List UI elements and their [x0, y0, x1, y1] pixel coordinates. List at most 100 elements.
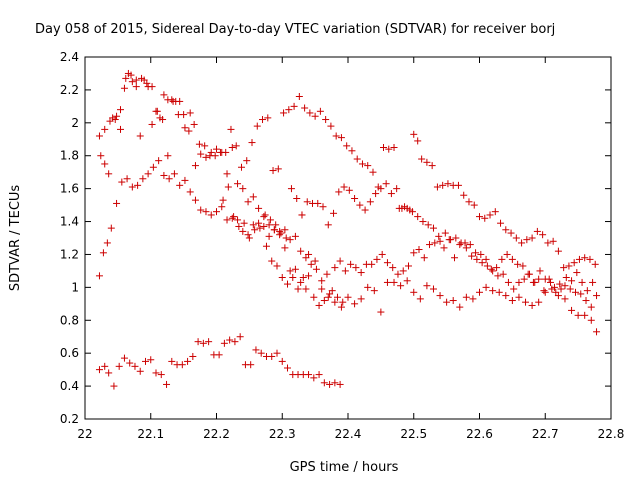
data-point	[528, 234, 536, 242]
data-point	[436, 292, 444, 300]
data-point	[535, 298, 543, 306]
data-point	[260, 222, 268, 230]
data-point	[273, 262, 281, 270]
data-point	[128, 78, 136, 86]
data-point	[236, 333, 244, 341]
data-point	[265, 221, 273, 229]
data-point	[235, 222, 243, 230]
data-point	[252, 346, 260, 354]
data-point	[541, 288, 549, 296]
data-point	[303, 198, 311, 206]
data-point	[244, 231, 252, 239]
data-point	[105, 170, 113, 178]
data-point	[324, 293, 332, 301]
data-point	[266, 216, 274, 224]
data-point	[452, 234, 460, 242]
y-tick-label: 2	[71, 116, 79, 130]
data-point	[320, 297, 328, 305]
data-point	[482, 255, 490, 263]
data-point	[305, 272, 313, 280]
data-point	[132, 76, 140, 84]
data-point	[589, 278, 597, 286]
data-point	[128, 183, 136, 191]
data-point	[591, 260, 599, 268]
y-axis-label: SDTVAR / TECUs	[8, 185, 23, 292]
data-point	[224, 183, 232, 191]
data-point	[518, 239, 526, 247]
data-point	[373, 255, 381, 263]
data-point	[507, 229, 515, 237]
data-point	[148, 120, 156, 128]
data-point	[244, 198, 252, 206]
data-point	[110, 382, 118, 390]
x-tick-label: 22.4	[335, 427, 362, 441]
data-point	[164, 96, 172, 104]
data-point	[429, 224, 437, 232]
data-point	[583, 287, 591, 295]
data-point	[378, 250, 386, 258]
data-point	[281, 244, 289, 252]
data-point	[230, 213, 238, 221]
data-point	[105, 369, 113, 377]
data-point	[548, 285, 556, 293]
data-point	[577, 290, 585, 298]
data-point	[298, 211, 306, 219]
data-point	[259, 116, 267, 124]
data-point	[397, 282, 405, 290]
data-point	[282, 234, 290, 242]
data-point	[510, 285, 518, 293]
data-point	[370, 287, 378, 295]
data-point	[143, 79, 151, 87]
x-tick-label: 22.5	[400, 427, 427, 441]
data-point	[436, 237, 444, 245]
data-point	[330, 209, 338, 217]
data-point	[170, 170, 178, 178]
data-point	[247, 361, 255, 369]
data-point	[318, 285, 326, 293]
data-point	[314, 199, 322, 207]
data-point	[95, 366, 103, 374]
data-point	[147, 356, 155, 364]
data-point	[568, 306, 576, 314]
data-point	[97, 152, 105, 160]
data-point	[515, 293, 523, 301]
data-point	[106, 117, 114, 125]
data-point	[234, 216, 242, 224]
data-point	[157, 371, 165, 379]
data-point	[478, 259, 486, 267]
data-point	[462, 244, 470, 252]
data-point	[251, 226, 259, 234]
data-point	[136, 132, 144, 140]
data-point	[205, 338, 213, 346]
data-point	[319, 203, 327, 211]
y-tick-label: 1.6	[60, 182, 79, 196]
data-point	[519, 262, 527, 270]
data-point	[272, 221, 280, 229]
series-sat-d	[95, 71, 599, 272]
data-point	[234, 180, 242, 188]
chart-title: Day 058 of 2015, Sidereal Day-to-day VTE…	[35, 22, 555, 37]
data-point	[274, 165, 282, 173]
data-point	[278, 357, 286, 365]
data-point	[547, 278, 555, 286]
data-point	[520, 275, 528, 283]
data-point	[332, 132, 340, 140]
data-point	[581, 254, 589, 262]
data-point	[554, 292, 562, 300]
x-tick-label: 22.3	[269, 427, 296, 441]
data-point	[476, 288, 483, 296]
data-point	[352, 264, 360, 272]
data-point	[403, 204, 411, 212]
data-point	[544, 239, 552, 247]
data-point	[117, 125, 125, 133]
data-point	[357, 269, 365, 277]
data-point	[476, 213, 483, 221]
data-point	[311, 112, 319, 120]
data-point	[315, 371, 323, 379]
data-point	[195, 140, 203, 148]
data-point	[581, 311, 589, 319]
data-point	[185, 127, 193, 135]
data-point	[181, 124, 189, 132]
data-point	[111, 116, 119, 124]
data-point	[181, 176, 189, 184]
